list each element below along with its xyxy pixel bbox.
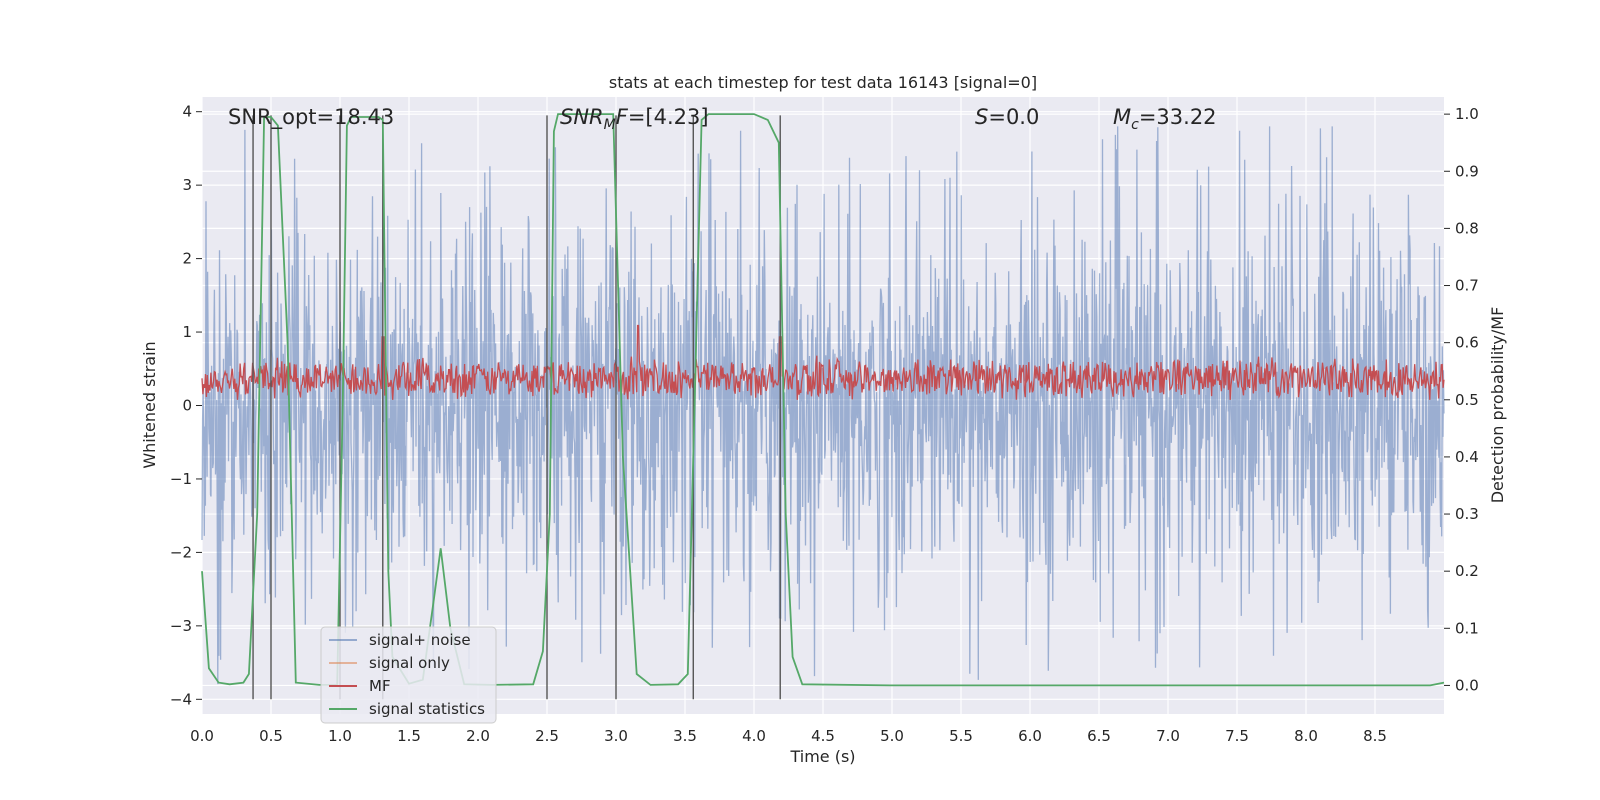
legend-box xyxy=(320,626,497,724)
x-tick-label: 3.0 xyxy=(604,727,628,745)
y-left-tick-label: −1 xyxy=(170,470,192,488)
x-tick-label: 4.0 xyxy=(742,727,766,745)
y-right-tick-label: 0.8 xyxy=(1455,219,1479,237)
y-right-tick-label: 0.4 xyxy=(1455,448,1479,466)
x-tick-label: 7.5 xyxy=(1225,727,1249,745)
legend-entry-signal-statistics: signal statistics xyxy=(329,700,485,718)
y-right-tick-label: 1.0 xyxy=(1455,105,1479,123)
x-axis-ticks: 0.0 0.5 1.0 1.5 2.0 2.5 3.0 3.5 4.0 4.5 5.0 5.5 6.0 6… xyxy=(190,727,1387,745)
x-tick-label: 3.5 xyxy=(673,727,697,745)
x-tick-label: 7.0 xyxy=(1156,727,1180,745)
y-left-tick-label: 4 xyxy=(182,103,192,121)
y-right-tick-label: 0.6 xyxy=(1455,334,1479,352)
legend-entry-signal-only: signal only xyxy=(329,654,450,672)
legend: signal+ noise signal only MF signal stat… xyxy=(320,626,497,724)
y-axis-right-title: Detection probability/MF xyxy=(1488,307,1507,504)
y-right-tick-label: 0.3 xyxy=(1455,505,1479,523)
x-tick-label: 2.0 xyxy=(466,727,490,745)
legend-entry-mf: MF xyxy=(329,677,391,695)
annotation-snr-mf: SNRMF=[4.23] xyxy=(560,105,709,133)
y-left-tick-label: 0 xyxy=(182,397,192,415)
y-axis-left-ticks: 4 3 2 1 0 −1 −2 −3 −4 xyxy=(170,103,202,708)
x-tick-label: 0.5 xyxy=(259,727,283,745)
y-left-tick-label: 3 xyxy=(182,176,192,194)
legend-entry-signal-noise: signal+ noise xyxy=(329,631,471,649)
y-right-tick-label: 0.0 xyxy=(1455,676,1479,694)
annotation-mc: Mc=33.22 xyxy=(1113,105,1217,133)
y-left-tick-label: −4 xyxy=(170,690,192,708)
x-tick-label: 8.5 xyxy=(1363,727,1387,745)
x-tick-label: 0.0 xyxy=(190,727,214,745)
y-left-tick-label: −2 xyxy=(170,543,192,561)
x-tick-label: 5.5 xyxy=(949,727,973,745)
svg-text:signal only: signal only xyxy=(369,654,450,672)
y-right-tick-label: 0.2 xyxy=(1455,562,1479,580)
svg-text:signal statistics: signal statistics xyxy=(369,700,485,718)
x-tick-label: 1.5 xyxy=(397,727,421,745)
x-axis-title: Time (s) xyxy=(789,747,855,766)
y-right-tick-label: 0.9 xyxy=(1455,162,1479,180)
y-axis-right-ticks: 1.0 0.9 0.8 0.7 0.6 0.5 0.4 0.3 0.2 0.1 0.0 xyxy=(1444,105,1479,694)
x-tick-label: 4.5 xyxy=(811,727,835,745)
vertical-markers xyxy=(252,115,781,700)
x-tick-label: 6.0 xyxy=(1018,727,1042,745)
x-tick-label: 2.5 xyxy=(535,727,559,745)
x-tick-label: 6.5 xyxy=(1087,727,1111,745)
x-tick-label: 8.0 xyxy=(1294,727,1318,745)
mf-line xyxy=(201,324,1445,400)
annotation-s: S=0.0 xyxy=(975,105,1039,129)
y-left-tick-label: −3 xyxy=(170,617,192,635)
y-right-tick-label: 0.7 xyxy=(1455,277,1479,295)
svg-text:MF: MF xyxy=(369,677,391,695)
y-right-tick-label: 0.1 xyxy=(1455,619,1479,637)
annotation-snr-opt: SNR_opt=18.43 xyxy=(228,105,394,130)
x-tick-label: 1.0 xyxy=(328,727,352,745)
chart-title: stats at each timestep for test data 161… xyxy=(609,73,1037,92)
y-axis-left-title: Whitened strain xyxy=(140,341,159,468)
y-right-tick-label: 0.5 xyxy=(1455,391,1479,409)
x-tick-label: 5.0 xyxy=(880,727,904,745)
y-left-tick-label: 1 xyxy=(182,323,192,341)
y-left-tick-label: 2 xyxy=(182,250,192,268)
series-mf xyxy=(201,324,1445,400)
svg-text:signal+ noise: signal+ noise xyxy=(369,631,471,649)
